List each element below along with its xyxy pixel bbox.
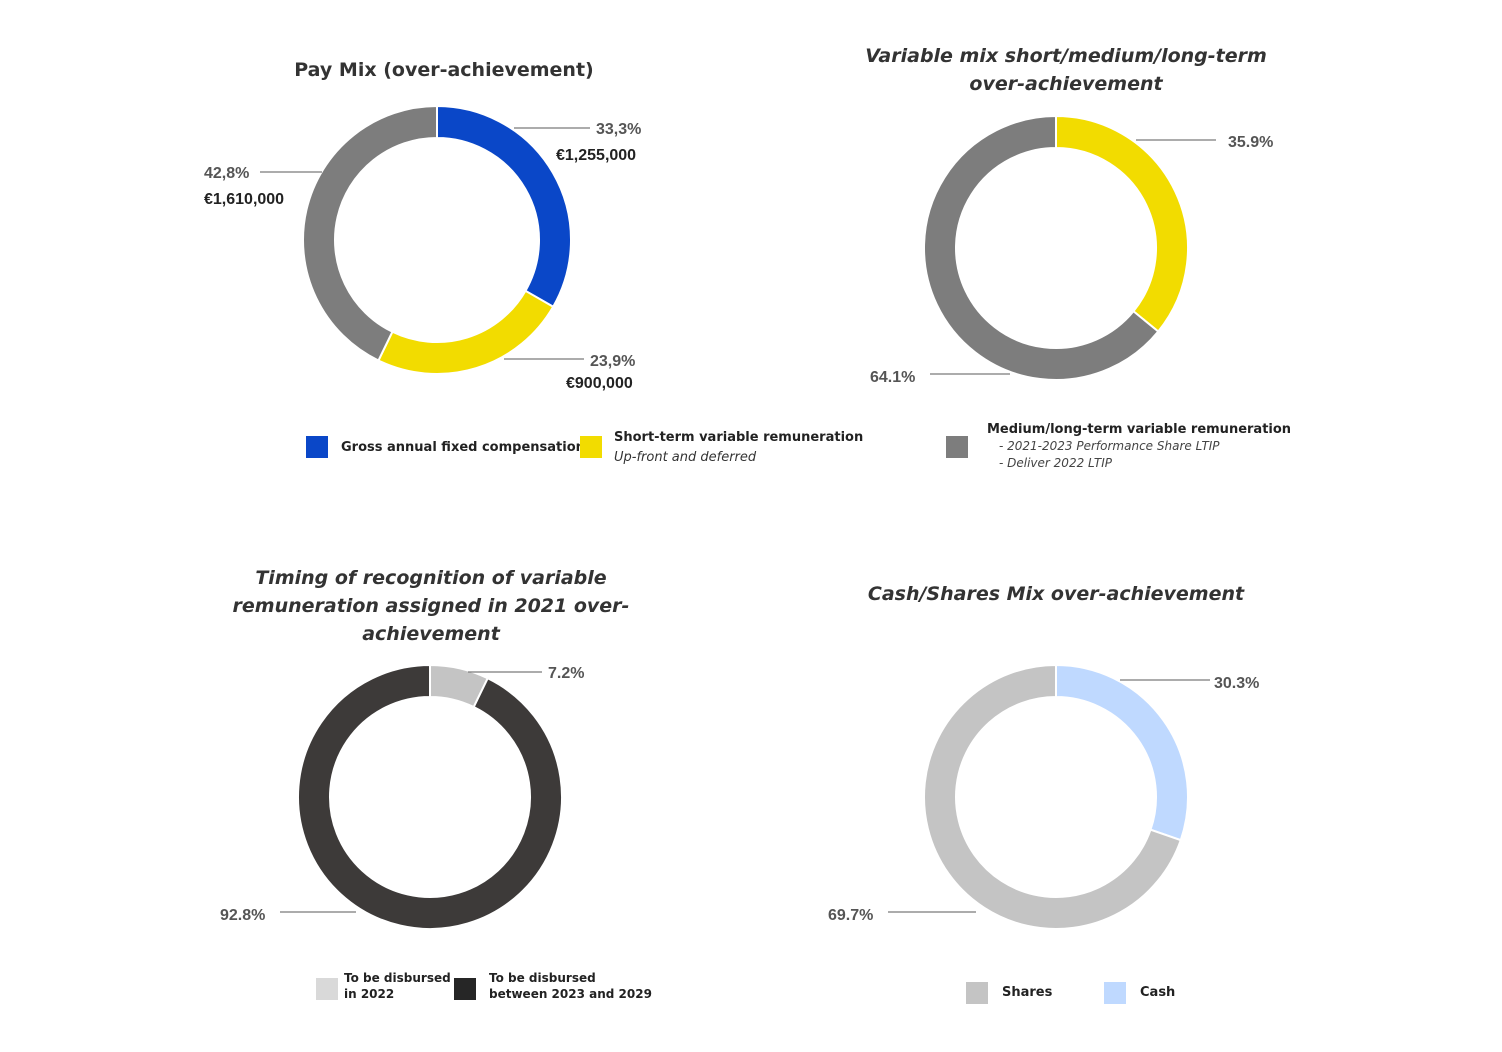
label-varmix-medium-pct: 64.1%	[870, 369, 915, 386]
legend-bullet-deliver: - Deliver 2022 LTIP	[999, 456, 1112, 470]
cash-shares-donut	[923, 663, 1189, 930]
donut-3-slice-cash	[1055, 663, 1189, 842]
label-medium-pct: 42,8%	[204, 165, 249, 182]
donut-2-slice-to-be-disbursed-between-2023-and-2029	[297, 663, 563, 930]
donut-3-slice-shares	[923, 663, 1183, 930]
legend-swatch-2023	[454, 978, 476, 1000]
legend-swatch-shares	[966, 982, 988, 1004]
donut-1-slice-short-term-variable-remuneration	[1055, 114, 1189, 333]
legend-swatch-short	[580, 436, 602, 458]
label-short-pct: 23,9%	[590, 353, 635, 370]
legend-label-2023: To be disbursed between 2023 and 2029	[489, 971, 652, 1001]
cash-shares-title: Cash/Shares Mix over-achievement	[867, 583, 1245, 605]
legend-swatch-medium	[946, 436, 968, 458]
legend-label-fixed: Gross annual fixed compensation	[341, 440, 585, 455]
label-2022-pct: 7.2%	[548, 665, 584, 682]
legend-label-2022: To be disbursed in 2022	[344, 971, 451, 1001]
timing-title: Timing of recognition of variable remune…	[232, 567, 630, 645]
timing-donut	[297, 663, 563, 930]
label-short-amount: €900,000	[566, 375, 633, 392]
legend-swatch-2022	[316, 978, 338, 1000]
label-varmix-short-pct: 35.9%	[1228, 134, 1273, 151]
legend-swatch-cash	[1104, 982, 1126, 1004]
label-medium-amount: €1,610,000	[204, 191, 284, 208]
label-fixed-amount: €1,255,000	[556, 147, 636, 164]
donut-0-slice-medium-long-term-variable-remuneration	[302, 104, 438, 362]
label-2023-pct: 92.8%	[220, 907, 265, 924]
donut-0-slice-short-term-variable-remuneration	[377, 289, 555, 375]
variable-mix-donut	[923, 114, 1189, 381]
label-fixed-pct: 33,3%	[596, 121, 641, 138]
variable-mix-title: Variable mix short/medium/long-term over…	[865, 45, 1267, 95]
pay-mix-donut	[302, 104, 572, 375]
legend-label-short: Short-term variable remuneration Up-fron…	[614, 430, 864, 465]
label-shares-pct: 69.7%	[828, 907, 873, 924]
pay-mix-title: Pay Mix (over-achievement)	[294, 59, 594, 81]
donut-0-slice-gross-annual-fixed-compensation	[436, 104, 572, 309]
label-cash-pct: 30.3%	[1214, 675, 1259, 692]
legend-label-cash: Cash	[1140, 985, 1176, 1000]
legend-sublabel-short: Up-front and deferred	[614, 450, 757, 465]
donut-1-slice-medium-long-term-variable-remuneration	[923, 114, 1160, 381]
legend-swatch-fixed	[306, 436, 328, 458]
legend-label-medium: Medium/long-term variable remuneration -…	[987, 422, 1292, 470]
legend-label-shares: Shares	[1002, 985, 1053, 1000]
legend-bullet-ltip: - 2021-2023 Performance Share LTIP	[999, 439, 1220, 453]
leader-lines	[260, 127, 1216, 913]
